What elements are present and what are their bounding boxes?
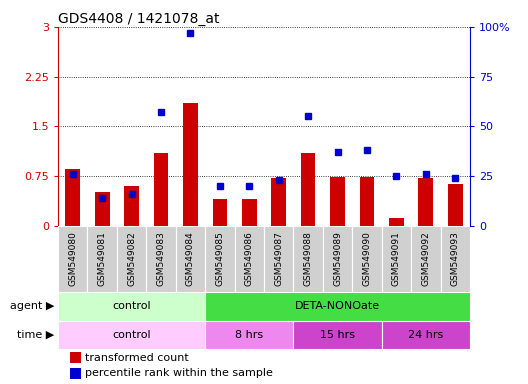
Text: DETA-NONOate: DETA-NONOate (295, 301, 380, 311)
Bar (301, 153, 316, 225)
Bar (330, 177, 345, 225)
Text: GSM549087: GSM549087 (274, 231, 283, 286)
Bar (440, 225, 470, 292)
Text: GSM549083: GSM549083 (156, 231, 166, 286)
Text: agent ▶: agent ▶ (10, 301, 54, 311)
Bar (234, 225, 264, 292)
Text: GSM549081: GSM549081 (98, 231, 107, 286)
Text: control: control (112, 301, 151, 311)
Bar (411, 225, 440, 292)
Bar (70, 353, 81, 363)
Bar (448, 184, 463, 225)
Bar (95, 192, 110, 225)
Text: 24 hrs: 24 hrs (408, 330, 444, 340)
Text: GSM549085: GSM549085 (215, 231, 224, 286)
Bar (382, 321, 470, 349)
Text: time ▶: time ▶ (17, 330, 54, 340)
Bar (58, 292, 205, 321)
Bar (176, 225, 205, 292)
Bar (58, 225, 88, 292)
Bar (117, 225, 146, 292)
Text: GSM549088: GSM549088 (304, 231, 313, 286)
Bar (382, 225, 411, 292)
Bar (205, 321, 294, 349)
Text: 15 hrs: 15 hrs (320, 330, 355, 340)
Bar (154, 153, 168, 225)
Bar (271, 178, 286, 225)
Text: GSM549086: GSM549086 (245, 231, 254, 286)
Text: GSM549080: GSM549080 (68, 231, 77, 286)
Bar (70, 368, 81, 379)
Bar (124, 186, 139, 225)
Text: GSM549092: GSM549092 (421, 231, 430, 286)
Bar (389, 218, 404, 225)
Text: transformed count: transformed count (85, 353, 188, 363)
Text: GSM549084: GSM549084 (186, 231, 195, 286)
Bar (58, 321, 205, 349)
Text: GDS4408 / 1421078_at: GDS4408 / 1421078_at (58, 12, 220, 26)
Bar (352, 225, 382, 292)
Bar (205, 292, 470, 321)
Bar (212, 199, 227, 225)
Text: GSM549091: GSM549091 (392, 231, 401, 286)
Bar (205, 225, 234, 292)
Bar (418, 178, 433, 225)
Bar (264, 225, 294, 292)
Bar (323, 225, 352, 292)
Text: GSM549089: GSM549089 (333, 231, 342, 286)
Bar (65, 169, 80, 225)
Text: GSM549090: GSM549090 (362, 231, 372, 286)
Text: GSM549082: GSM549082 (127, 231, 136, 286)
Bar (183, 103, 198, 225)
Bar (294, 225, 323, 292)
Text: GSM549093: GSM549093 (451, 231, 460, 286)
Bar (146, 225, 176, 292)
Text: 8 hrs: 8 hrs (235, 330, 263, 340)
Bar (242, 199, 257, 225)
Bar (294, 321, 382, 349)
Bar (360, 177, 374, 225)
Bar (88, 225, 117, 292)
Text: percentile rank within the sample: percentile rank within the sample (85, 368, 273, 378)
Text: control: control (112, 330, 151, 340)
